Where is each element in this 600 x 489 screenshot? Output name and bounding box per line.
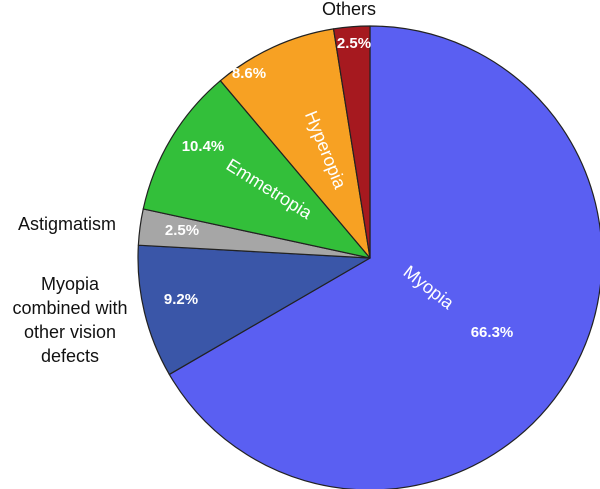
pie-slice-myopia bbox=[168, 25, 600, 489]
value-label-combined: 9.2% bbox=[164, 291, 198, 308]
value-label-myopia: 66.3% bbox=[471, 324, 514, 341]
value-label-astigmatism: 2.5% bbox=[165, 222, 199, 239]
slice-label-combined-line-3: other vision bbox=[24, 322, 116, 342]
pie-slice-others bbox=[332, 25, 371, 259]
pie-slice-myopia-combined-with-other-vision-defects bbox=[137, 244, 371, 376]
value-label-emmetropia: 10.4% bbox=[182, 138, 225, 155]
slice-label-combined-line-4: defects bbox=[41, 346, 99, 366]
slice-label-others: Others bbox=[322, 0, 376, 19]
value-label-hyperopia: 8.6% bbox=[232, 65, 266, 82]
pie-slices bbox=[137, 25, 600, 489]
pie-slice-hyperopia bbox=[219, 28, 371, 259]
slice-label-astigmatism: Astigmatism bbox=[18, 214, 116, 234]
slice-label-combined-line-2: combined with bbox=[12, 298, 127, 318]
pie-slice-emmetropia bbox=[142, 80, 371, 259]
slice-label-combined-line-1: Myopia bbox=[41, 274, 100, 294]
value-label-others: 2.5% bbox=[337, 35, 371, 52]
